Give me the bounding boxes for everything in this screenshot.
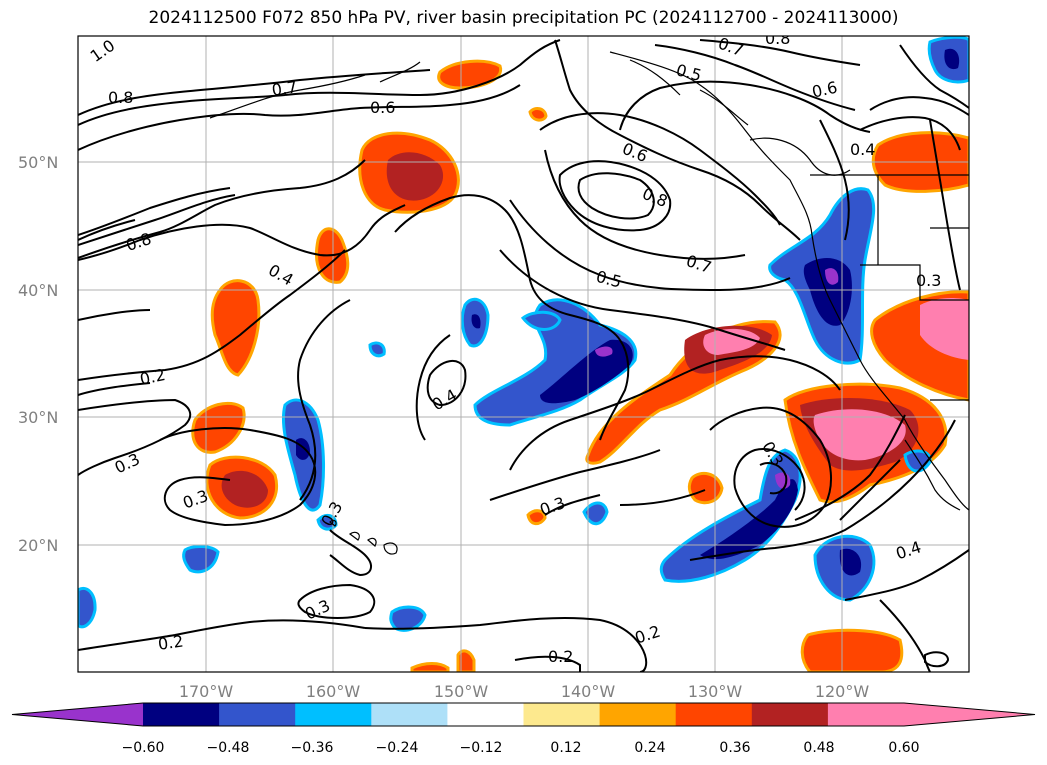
- colorbar-segment: [219, 703, 296, 726]
- contour-label: 0.6: [810, 78, 839, 102]
- colorbar-tick-label: 0.48: [803, 740, 834, 756]
- precip-negative-patch: [473, 298, 638, 427]
- colorbar-tick-label: 0.60: [888, 740, 919, 756]
- precip-negative-patch: [520, 310, 562, 331]
- colorbar-tick-label: −0.60: [122, 740, 165, 756]
- contour-label: 0.3: [916, 271, 941, 290]
- colorbar-tick-label: −0.24: [376, 740, 419, 756]
- lat-label-20n: 20°N: [18, 536, 58, 555]
- lat-label-30n: 30°N: [18, 408, 58, 427]
- colorbar-segments: [11, 702, 1036, 727]
- precip-negative-patch: [471, 314, 481, 329]
- contour-label: 0.2: [548, 647, 573, 666]
- precip-negative-patch: [839, 548, 862, 576]
- colorbar-segment: [447, 703, 524, 726]
- colorbar-extend-low: [12, 703, 143, 726]
- colorbar-tick-label: 0.24: [634, 740, 665, 756]
- precip-negative-patch: [582, 501, 609, 526]
- lon-label-150w: 150°W: [434, 682, 489, 701]
- longitude-labels: 170°W 160°W 150°W 140°W 130°W 120°W: [179, 682, 870, 701]
- colorbar-segment: [295, 703, 372, 726]
- map-content: 1.0 0.8 0.7 0.6 0.8 0.4 0.2 0.3 0.3 0.3 …: [78, 29, 969, 672]
- colorbar-segment: [371, 703, 448, 726]
- graticule: [78, 36, 969, 672]
- lon-label-120w: 120°W: [815, 682, 870, 701]
- lon-label-160w: 160°W: [306, 682, 361, 701]
- precip-positive-patch: [221, 470, 268, 508]
- precip-positive-patch: [920, 297, 969, 360]
- pv-contours: [78, 39, 969, 672]
- hawaii-islands: [329, 519, 398, 555]
- precip-negative-patch: [944, 48, 960, 70]
- contour-label: 0.8: [765, 29, 790, 48]
- precip-negative-patch: [595, 346, 613, 357]
- colorbar-tick-label: 0.12: [550, 740, 581, 756]
- contour-label: 0.7: [271, 77, 299, 99]
- precip-positive-patch: [687, 471, 724, 505]
- precip-positive-patch: [526, 509, 547, 526]
- colorbar-extend-high: [904, 703, 1035, 726]
- contour-label: 0.4: [850, 140, 875, 159]
- precip-negative-patch: [825, 268, 839, 285]
- precip-positive-patch: [456, 649, 476, 672]
- precip-positive-patch: [703, 328, 760, 355]
- contour-labels: 1.0 0.8 0.7 0.6 0.8 0.4 0.2 0.3 0.3 0.3 …: [87, 29, 942, 666]
- colorbar-segment: [827, 703, 905, 726]
- colorbar-ticks: −0.60 −0.48 −0.36 −0.24 −0.12 0.12 0.24 …: [122, 740, 920, 756]
- precip-negative-patch: [700, 479, 798, 560]
- contour-label: 0.8: [108, 88, 133, 107]
- precip-negative-patch: [540, 339, 633, 404]
- colorbar-segment: [143, 703, 220, 726]
- precip-negative-patch: [78, 586, 97, 629]
- colorbar-segment: [751, 703, 829, 726]
- colorbar-segment: [675, 703, 753, 726]
- colorbar-segment: [599, 703, 677, 726]
- lat-label-40n: 40°N: [18, 281, 58, 300]
- latitude-labels: 50°N 40°N 30°N 20°N: [18, 153, 58, 555]
- colorbar: −0.60 −0.48 −0.36 −0.24 −0.12 0.12 0.24 …: [11, 702, 1036, 756]
- precip-negative-patch: [182, 545, 220, 574]
- colorbar-tick-label: −0.12: [460, 740, 503, 756]
- map-frame: [77, 35, 970, 673]
- colorbar-tick-label: 0.36: [719, 740, 750, 756]
- lat-label-50n: 50°N: [18, 153, 58, 172]
- precip-positive-patch: [210, 279, 261, 377]
- map-title: 2024112500 F072 850 hPa PV, river basin …: [148, 8, 899, 28]
- lon-label-130w: 130°W: [688, 682, 743, 701]
- colorbar-tick-label: −0.36: [291, 740, 334, 756]
- precip-fields: [78, 36, 969, 672]
- lon-label-170w: 170°W: [179, 682, 234, 701]
- precip-positive-patch: [386, 152, 444, 201]
- precip-positive-patch: [528, 107, 548, 122]
- precip-positive-patch: [800, 628, 904, 672]
- contour-label: 0.2: [157, 632, 185, 654]
- contour-label: 0.6: [370, 98, 395, 117]
- colorbar-segment: [523, 703, 601, 726]
- contour-label: 0.2: [138, 365, 167, 389]
- precip-negative-patch: [803, 258, 852, 326]
- colorbar-tick-label: −0.48: [207, 740, 250, 756]
- lon-label-140w: 140°W: [561, 682, 616, 701]
- precip-negative-patch: [296, 438, 310, 460]
- precip-negative-patch: [368, 341, 386, 358]
- precip-positive-patch: [813, 409, 906, 461]
- precip-positive-patch: [410, 662, 450, 672]
- colorbar-outline: [11, 702, 1036, 727]
